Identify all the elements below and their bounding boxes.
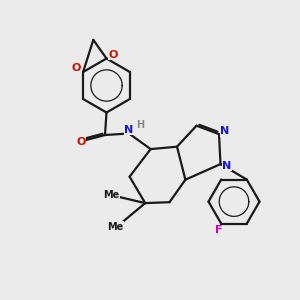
- Text: F: F: [215, 225, 223, 235]
- Text: O: O: [108, 50, 118, 60]
- Text: Me: Me: [107, 221, 123, 232]
- Text: N: N: [124, 125, 134, 135]
- Text: Me: Me: [103, 190, 119, 200]
- Text: N: N: [223, 160, 232, 171]
- Text: O: O: [76, 137, 86, 147]
- Text: H: H: [136, 119, 145, 130]
- Text: O: O: [72, 63, 81, 74]
- Text: N: N: [220, 126, 230, 136]
